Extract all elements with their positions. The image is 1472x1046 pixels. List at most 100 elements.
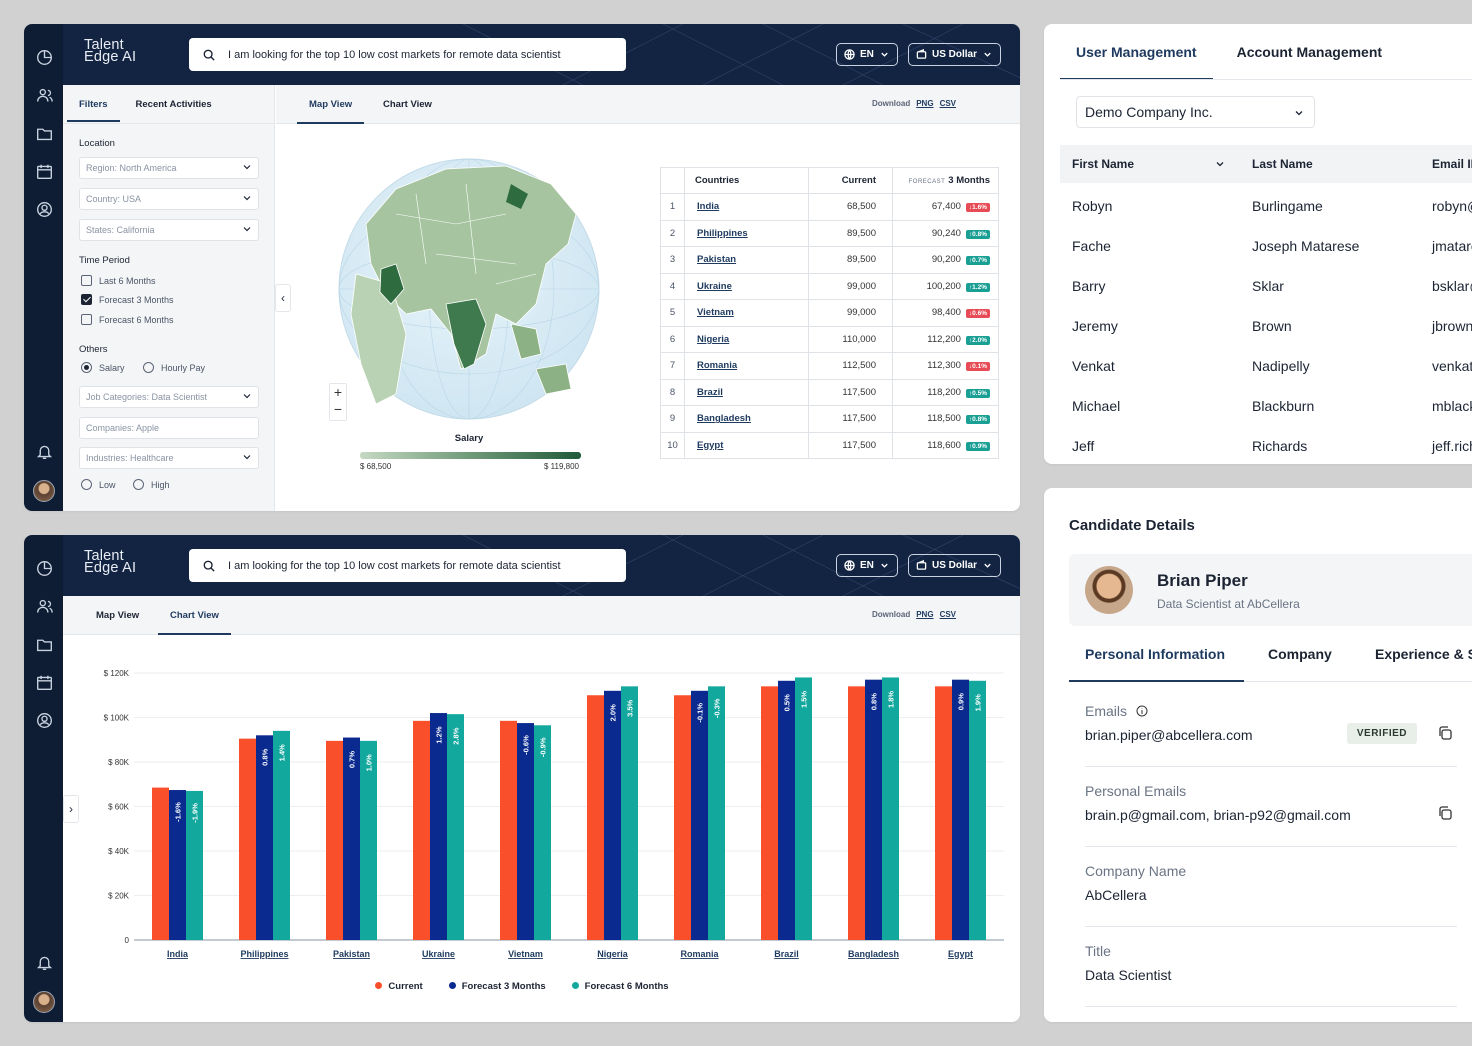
expand-filters-button[interactable]: › bbox=[63, 795, 79, 823]
last-name-header[interactable]: Last Name bbox=[1252, 157, 1313, 171]
first-name-header[interactable]: First Name bbox=[1072, 157, 1135, 171]
y-tick-label: $ 40K bbox=[108, 847, 130, 856]
table-row[interactable]: Barry Sklar bsklar@democo.com bbox=[1060, 278, 1472, 318]
folder-icon[interactable] bbox=[35, 635, 53, 653]
company-select[interactable]: Demo Company Inc. bbox=[1076, 96, 1315, 128]
zoom-out-button[interactable]: − bbox=[333, 401, 343, 417]
table-row[interactable]: Venkat Nadipelly venkat@democo.com bbox=[1060, 358, 1472, 398]
salary-radio[interactable]: Salary bbox=[81, 362, 125, 373]
country-link[interactable]: India bbox=[684, 193, 809, 221]
forecast-3-months-checkbox[interactable]: Forecast 3 Months bbox=[81, 294, 174, 305]
states-select[interactable]: States: California bbox=[79, 219, 259, 241]
country-link[interactable]: Romania bbox=[684, 352, 809, 380]
bar-forecast6 bbox=[969, 680, 986, 940]
download-png-link[interactable]: PNG bbox=[916, 610, 934, 619]
email-cell: jmatarese@democo.com bbox=[1432, 238, 1472, 254]
zoom-in-button[interactable]: + bbox=[333, 384, 343, 400]
chevron-down-icon bbox=[881, 52, 888, 57]
table-row[interactable]: Michael Blackburn mblackburn@democo.com bbox=[1060, 398, 1472, 438]
copy-icon[interactable] bbox=[1437, 805, 1453, 821]
table-row[interactable]: Fache Joseph Matarese jmatarese@democo.c… bbox=[1060, 238, 1472, 278]
info-icon[interactable] bbox=[1136, 705, 1148, 717]
bell-icon[interactable] bbox=[35, 442, 53, 460]
country-select[interactable]: Country: USA bbox=[79, 188, 259, 210]
bar-forecast3 bbox=[256, 735, 273, 940]
bell-icon[interactable] bbox=[35, 953, 53, 971]
tab-experience[interactable]: Experience & Skills bbox=[1375, 646, 1472, 662]
region-select[interactable]: Region: North America bbox=[79, 157, 259, 179]
currency-select[interactable]: US Dollar bbox=[908, 43, 1002, 66]
forecast-6-months-checkbox[interactable]: Forecast 6 Months bbox=[81, 314, 174, 325]
job-category-select[interactable]: Job Categories: Data Scientist bbox=[79, 386, 259, 408]
download-csv-link[interactable]: CSV bbox=[939, 99, 957, 108]
search-input[interactable]: I am looking for the top 10 low cost mar… bbox=[228, 559, 561, 572]
calendar-icon[interactable] bbox=[35, 162, 53, 180]
email-header[interactable]: Email ID bbox=[1432, 157, 1472, 171]
forecast-header-label: 3 Months bbox=[948, 175, 990, 186]
tab-map-view[interactable]: Map View bbox=[297, 85, 365, 124]
search-input[interactable]: I am looking for the top 10 low cost mar… bbox=[228, 48, 561, 61]
companies-input[interactable]: Companies: Apple bbox=[79, 417, 259, 439]
dashboard-icon[interactable] bbox=[35, 559, 53, 577]
tab-company[interactable]: Company bbox=[1268, 646, 1332, 662]
avatar[interactable] bbox=[33, 991, 55, 1013]
table-row[interactable]: Robyn Burlingame robyn@democo.com bbox=[1060, 198, 1472, 238]
country-link[interactable]: Nigeria bbox=[684, 325, 809, 353]
country-link[interactable]: Vietnam bbox=[684, 299, 809, 327]
world-globe-map[interactable] bbox=[336, 154, 606, 424]
country-link[interactable]: Ukraine bbox=[684, 272, 809, 300]
email-value[interactable]: brian.piper@abcellera.com bbox=[1085, 727, 1253, 743]
copy-icon[interactable] bbox=[1437, 725, 1453, 741]
country-link[interactable]: Philippines bbox=[684, 219, 809, 247]
tab-chart-view[interactable]: Chart View bbox=[383, 99, 432, 110]
currency-select[interactable]: US Dollar bbox=[908, 554, 1002, 577]
tab-user-management[interactable]: User Management bbox=[1060, 24, 1213, 80]
zoom-controls: + − bbox=[329, 383, 347, 421]
search-bar[interactable]: I am looking for the top 10 low cost mar… bbox=[189, 38, 626, 71]
change-badge: ↓0.1% bbox=[965, 362, 990, 372]
collapse-filters-button[interactable]: ‹ bbox=[275, 284, 291, 312]
tab-map-view[interactable]: Map View bbox=[96, 610, 140, 621]
download-png-link[interactable]: PNG bbox=[916, 99, 934, 108]
support-icon[interactable] bbox=[35, 200, 53, 218]
bar-current bbox=[239, 738, 256, 940]
current-value: 99,000 bbox=[808, 299, 893, 327]
folder-icon[interactable] bbox=[35, 124, 53, 142]
y-tick-label: $ 20K bbox=[108, 892, 130, 901]
country-link[interactable]: Egypt bbox=[684, 431, 809, 459]
download-csv-link[interactable]: CSV bbox=[939, 610, 957, 619]
table-row[interactable]: Jeremy Brown jbrown@democo.com bbox=[1060, 318, 1472, 358]
country-link[interactable]: Bangladesh bbox=[684, 405, 809, 433]
support-icon[interactable] bbox=[35, 711, 53, 729]
forecast-number: 90,240 bbox=[931, 227, 961, 239]
users-icon[interactable] bbox=[35, 86, 53, 104]
industries-select[interactable]: Industries: Healthcare bbox=[79, 447, 259, 469]
tab-personal-information[interactable]: Personal Information bbox=[1085, 646, 1226, 662]
country-link[interactable]: Brazil bbox=[684, 378, 809, 406]
bar-label: 1.5% bbox=[800, 691, 809, 708]
sort-chevron-icon[interactable] bbox=[1215, 159, 1225, 169]
calendar-icon[interactable] bbox=[35, 673, 53, 691]
hourly-pay-radio[interactable]: Hourly Pay bbox=[143, 362, 205, 373]
tab-filters[interactable]: Filters bbox=[67, 98, 119, 122]
tab-recent-activities[interactable]: Recent Activities bbox=[135, 98, 212, 110]
tab-account-management[interactable]: Account Management bbox=[1236, 44, 1383, 60]
high-radio[interactable]: High bbox=[133, 479, 170, 490]
low-radio[interactable]: Low bbox=[81, 479, 116, 490]
last-6-months-checkbox[interactable]: Last 6 Months bbox=[81, 275, 156, 286]
current-value: 99,000 bbox=[808, 272, 893, 300]
bar-current bbox=[326, 740, 343, 940]
language-select[interactable]: EN bbox=[836, 554, 898, 577]
forecast-number: 118,200 bbox=[927, 386, 961, 398]
dashboard-icon[interactable] bbox=[35, 48, 53, 66]
country-link[interactable]: Pakistan bbox=[684, 246, 809, 274]
avatar[interactable] bbox=[33, 480, 55, 502]
tab-chart-view[interactable]: Chart View bbox=[158, 596, 231, 635]
table-row[interactable]: Jeff Richards jeff.richards@democo.com bbox=[1060, 438, 1472, 464]
search-bar[interactable]: I am looking for the top 10 low cost mar… bbox=[189, 549, 626, 582]
x-tick-label: Ukraine bbox=[422, 949, 455, 959]
language-select[interactable]: EN bbox=[836, 43, 898, 66]
users-icon[interactable] bbox=[35, 597, 53, 615]
forecast-value: 118,600 ↑0.9% bbox=[892, 431, 999, 459]
personal-emails-value[interactable]: brain.p@gmail.com, brian-p92@gmail.com bbox=[1085, 807, 1351, 823]
